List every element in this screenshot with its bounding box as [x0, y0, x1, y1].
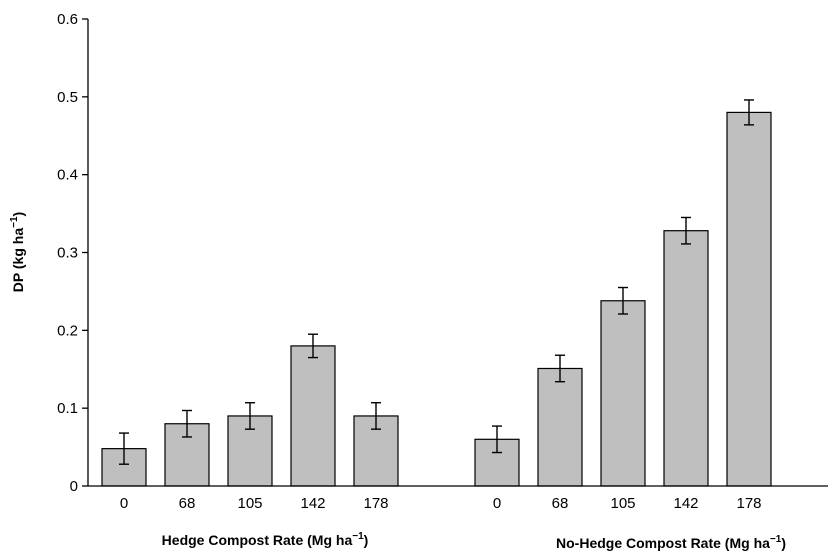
y-tick-label: 0: [70, 478, 78, 495]
bar: [537, 367, 583, 487]
x-tick-label: 0: [120, 495, 128, 512]
y-tick-label: 0.2: [57, 322, 78, 339]
x-tick-label: 68: [179, 495, 196, 512]
bar: [663, 230, 709, 487]
x-axis-title-hedge-main: Hedge Compost Rate (Mg ha: [162, 532, 353, 548]
y-tick-label: 0.5: [57, 89, 78, 106]
y-tick-label: 0.1: [57, 400, 78, 417]
y-axis-title-main: DP (kg ha: [10, 228, 26, 293]
bar: [600, 300, 646, 487]
x-tick-label: 178: [736, 495, 761, 512]
x-tick-label: 142: [673, 495, 698, 512]
x-tick-label: 68: [552, 495, 569, 512]
x-tick-label: 142: [300, 495, 325, 512]
ticks-layer: 0 0.1 0.2 0.3 0.4 0.5 0.6 0 68 105 142 178 0 68 105 142…: [57, 11, 761, 512]
x-axis-title-hedge: Hedge Compost Rate (Mg ha−1): [162, 531, 369, 548]
x-tick-label: 0: [493, 495, 501, 512]
y-tick-label: 0.6: [57, 11, 78, 28]
bar: [726, 111, 772, 487]
y-axis-title-sup: −1: [9, 216, 20, 228]
bar: [290, 345, 336, 487]
y-tick-label: 0.4: [57, 167, 78, 184]
x-axis-title-hedge-sup: −1: [352, 531, 364, 542]
x-axis-title-no-hedge-sup: −1: [770, 534, 782, 545]
x-axis-title-hedge-close: ): [364, 532, 369, 548]
x-axis-title-no-hedge: No-Hedge Compost Rate (Mg ha−1): [556, 534, 786, 551]
x-tick-label: 105: [237, 495, 262, 512]
y-axis-title-close: ): [10, 212, 26, 217]
x-axis-title-no-hedge-main: No-Hedge Compost Rate (Mg ha: [556, 535, 770, 551]
x-tick-label: 178: [363, 495, 388, 512]
x-tick-label: 105: [610, 495, 635, 512]
y-tick-label: 0.3: [57, 245, 78, 262]
bars-layer: [101, 99, 772, 487]
y-axis-title: DP (kg ha−1): [9, 212, 26, 292]
x-axis-title-no-hedge-close: ): [781, 535, 786, 551]
